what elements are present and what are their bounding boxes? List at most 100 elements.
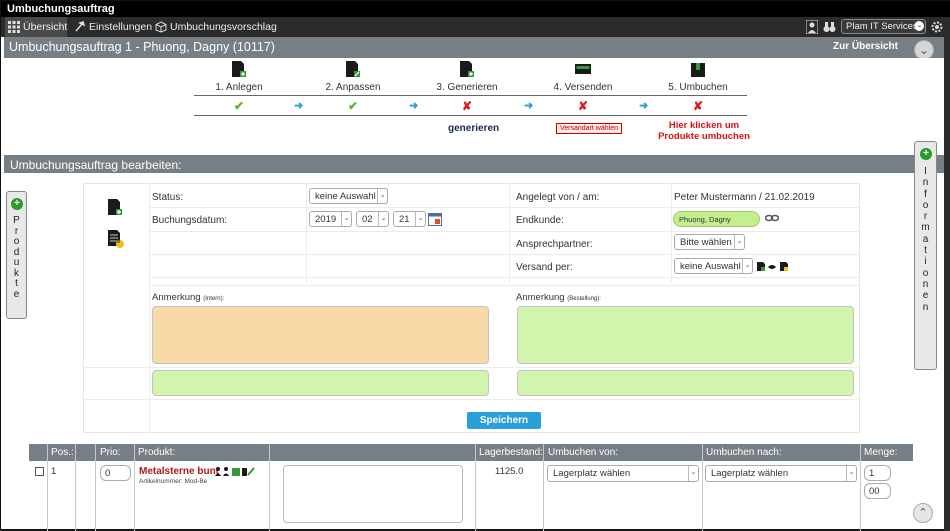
shipping-select[interactable]: keine Auswahl ⌄ [674, 258, 753, 274]
plus-icon: + [920, 148, 932, 160]
scroll-to-top-button[interactable]: ⌃ [913, 503, 933, 523]
step-umbuchen[interactable]: 5. Umbuchen [653, 58, 743, 93]
col-product: Produkt: [138, 447, 176, 458]
row-checkbox[interactable] [35, 467, 44, 476]
document-list-icon[interactable] [107, 229, 125, 249]
contact-value: Bitte wählen [680, 237, 732, 248]
step-label: 4. Versenden [553, 82, 613, 93]
workflow-steps: 1. Anlegen 2. Anpassen 3. Generieren 4. … [194, 58, 754, 143]
menu-item-settings[interactable]: Einstellungen [71, 17, 153, 37]
date-year: 2019 [315, 214, 337, 225]
menu-label: Übersicht [23, 21, 68, 33]
menu-item-overview[interactable]: Übersicht [5, 17, 67, 37]
note-order-textarea[interactable] [517, 306, 854, 364]
step-label: 5. Umbuchen [668, 82, 728, 93]
collapse-button[interactable]: ⌄ [914, 40, 934, 60]
col-prio: Prio: [100, 447, 121, 458]
step-anlegen[interactable]: 1. Anlegen [194, 58, 284, 93]
col-qty: Menge: [864, 447, 898, 458]
chevron-down-icon: ⌄ [742, 259, 752, 273]
col-from: Umbuchen von: [548, 447, 619, 458]
quantity-unit-input[interactable]: 00 [864, 483, 891, 499]
note-order-extra-field[interactable] [517, 370, 854, 396]
row-note-textarea[interactable] [283, 465, 463, 523]
chevron-down-icon: ⌄ [378, 212, 388, 226]
shipping-actions-icon[interactable] [756, 260, 790, 272]
rebook-to-select[interactable]: Lagerplatz wählen ⌄ [705, 465, 857, 482]
choose-shipping-button[interactable]: Versandart wählen [556, 123, 622, 134]
cross-icon: ✘ [692, 99, 704, 113]
user-icon[interactable] [806, 20, 818, 34]
document-add-icon [232, 61, 246, 77]
menu-label: Einstellungen [89, 21, 153, 33]
company-select[interactable]: Plam IT Services ⌄ [841, 19, 926, 34]
step-generieren[interactable]: 3. Generieren [422, 58, 512, 93]
status-select[interactable]: keine Auswahl ⌄ [309, 188, 388, 204]
step-label: 2. Anpassen [325, 82, 381, 93]
col-to: Umbuchen nach: [706, 447, 782, 458]
created-value: Peter Mustermann / 21.02.2019 [674, 192, 815, 203]
contact-select[interactable]: Bitte wählen ⌄ [674, 234, 745, 250]
booking-date-label: Buchungsdatum: [152, 215, 228, 226]
arrow-right-icon: ➜ [409, 100, 419, 112]
shipping-label: Versand per: [516, 262, 573, 273]
gear-icon[interactable] [931, 20, 943, 34]
scrollbar[interactable] [944, 37, 950, 531]
page-header: Umbuchungsauftrag 1 - Phuong, Dagny (101… [4, 37, 944, 60]
chevron-down-icon: ⌄ [377, 189, 387, 203]
customer-field[interactable]: Phuong, Dagny [673, 211, 760, 227]
menu-label: Umbuchungsvorschlag [170, 21, 277, 33]
quantity-input[interactable]: 1 [864, 465, 891, 481]
binoculars-icon[interactable] [823, 20, 836, 34]
back-to-overview-link[interactable]: Zur Übersicht [832, 41, 898, 52]
note-intern-label: Anmerkung (Intern): [152, 292, 225, 303]
col-pos: Pos.: [51, 447, 74, 458]
row-stock: 1125.0 [495, 466, 524, 477]
document-generate-icon [460, 61, 474, 77]
plus-icon: + [11, 198, 23, 210]
menu-item-suggestion[interactable]: Umbuchungsvorschlag [152, 17, 277, 37]
document-add-icon[interactable] [107, 198, 123, 216]
rebook-from-select[interactable]: Lagerplatz wählen ⌄ [547, 465, 699, 482]
arrow-right-icon: ➜ [639, 100, 649, 112]
arrow-right-icon: ➜ [524, 100, 534, 112]
col-stock: Lagerbestand: [479, 447, 543, 458]
created-label: Angelegt von / am: [516, 192, 600, 203]
shipping-value: keine Auswahl [680, 261, 741, 272]
chevron-down-icon: ⌄ [415, 212, 425, 226]
note-order-label: Anmerkung (Bestellung): [516, 292, 601, 303]
save-button[interactable]: Speichern [467, 412, 541, 429]
generate-link[interactable]: generieren [448, 123, 500, 134]
chevron-down-icon: ⌄ [734, 235, 744, 249]
note-intern-textarea[interactable] [152, 306, 489, 364]
calendar-icon[interactable] [428, 212, 442, 226]
status-value: keine Auswahl [315, 191, 376, 202]
link-icon[interactable] [765, 213, 779, 223]
date-day-select[interactable]: 21 ⌄ [393, 211, 426, 227]
document-edit-icon [346, 61, 360, 77]
date-month-select[interactable]: 02 ⌄ [356, 211, 389, 227]
page-title: Umbuchungsauftrag 1 - Phuong, Dagny (101… [9, 40, 275, 54]
product-name[interactable]: Metalsterne bunt [139, 466, 220, 477]
chevron-down-icon: ⌄ [918, 43, 930, 57]
prio-input[interactable]: 0 [100, 465, 131, 481]
chevron-up-icon: ⌃ [918, 507, 928, 519]
note-intern-extra-field[interactable] [152, 370, 489, 396]
product-actions-icon[interactable] [215, 466, 255, 476]
date-day: 21 [399, 214, 410, 225]
divider [194, 95, 747, 96]
article-number: Artikelnummer: Mod-Be [139, 478, 208, 485]
divider [194, 115, 747, 116]
arrow-right-icon: ➜ [294, 100, 304, 112]
step-label: 3. Generieren [436, 82, 498, 93]
row-pos: 1 [51, 466, 57, 477]
date-year-select[interactable]: 2019 ⌄ [309, 211, 352, 227]
chevron-down-icon: ⌄ [914, 21, 924, 31]
step-anpassen[interactable]: 2. Anpassen [308, 58, 398, 93]
table-header: Pos.: Prio: Produkt: Lagerbestand: Umbuc… [29, 444, 913, 461]
step-versenden[interactable]: 4. Versenden [538, 58, 628, 93]
rebook-products-link[interactable]: Hier klicken um Produkte umbuchen [658, 120, 750, 142]
